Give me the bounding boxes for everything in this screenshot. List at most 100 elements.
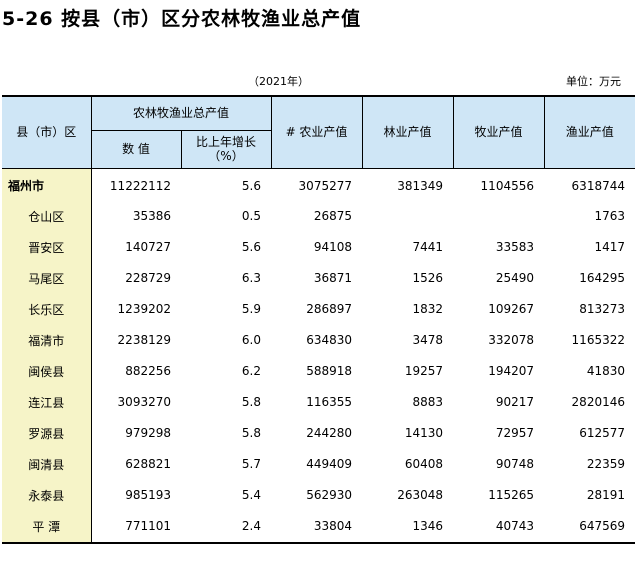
- cell-livestock: 115265: [488, 488, 534, 502]
- table-row: 晋安区 140727 5.6 94108 7441 33583 1417: [2, 231, 635, 263]
- cell-value: 628821: [125, 457, 171, 471]
- output-value-table: 县（市）区 农林牧渔业总产值 # 农业产值 林业产值 牧业产值 渔业产值 数 值…: [2, 95, 635, 544]
- cell-value: 771101: [125, 519, 171, 533]
- cell-forestry: 7441: [412, 240, 443, 254]
- cell-forestry: 263048: [397, 488, 443, 502]
- row-name: 罗源县: [2, 417, 92, 449]
- header-region: 县（市）区: [2, 95, 92, 169]
- cell-growth: 6.3: [241, 271, 261, 285]
- header-value: 数 值: [90, 129, 182, 169]
- cell-agri: 33804: [313, 519, 352, 533]
- cell-growth: 5.4: [241, 488, 261, 502]
- row-name: 福州市: [2, 168, 92, 201]
- cell-livestock: 72957: [495, 426, 534, 440]
- table-row: 福清市 2238129 6.0 634830 3478 332078 11653…: [2, 324, 635, 356]
- cell-livestock: 90217: [495, 395, 534, 409]
- cell-livestock: 109267: [488, 302, 534, 316]
- table-row: 闽清县 628821 5.7 449409 60408 90748 22359: [2, 448, 635, 480]
- cell-fishery: 1417: [594, 240, 625, 254]
- row-name: 永泰县: [2, 479, 92, 511]
- cell-value: 3093270: [117, 395, 171, 409]
- row-name: 晋安区: [2, 231, 92, 263]
- cell-livestock: 33583: [495, 240, 534, 254]
- cell-fishery: 647569: [579, 519, 625, 533]
- cell-agri: 562930: [306, 488, 352, 502]
- row-name: 马尾区: [2, 262, 92, 294]
- unit-note: 单位：万元: [566, 75, 621, 88]
- table-row: 马尾区 228729 6.3 36871 1526 25490 164295: [2, 262, 635, 294]
- cell-agri: 94108: [313, 240, 352, 254]
- table-row: 闽侯县 882256 6.2 588918 19257 194207 41830: [2, 355, 635, 387]
- cell-growth: 5.9: [241, 302, 261, 316]
- row-name: 长乐区: [2, 293, 92, 325]
- cell-forestry: 381349: [397, 178, 443, 193]
- year-note: （2021年）: [248, 75, 309, 88]
- cell-fishery: 22359: [586, 457, 625, 471]
- cell-growth: 5.6: [241, 178, 261, 193]
- cell-growth: 5.7: [241, 457, 261, 471]
- row-name: 连江县: [2, 386, 92, 418]
- cell-fishery: 2820146: [571, 395, 625, 409]
- cell-agri: 286897: [306, 302, 352, 316]
- table-row: 长乐区 1239202 5.9 286897 1832 109267 81327…: [2, 293, 635, 325]
- page-title: 5-26 按县（市）区分农林牧渔业总产值: [2, 8, 362, 30]
- cell-value: 979298: [125, 426, 171, 440]
- header-forestry: 林业产值: [361, 95, 454, 169]
- cell-fishery: 164295: [579, 271, 625, 285]
- cell-value: 11222112: [109, 178, 171, 193]
- cell-value: 1239202: [117, 302, 171, 316]
- cell-livestock: 40743: [495, 519, 534, 533]
- cell-livestock: [453, 201, 544, 232]
- cell-value: 35386: [132, 209, 171, 223]
- cell-growth: 6.2: [241, 364, 261, 378]
- row-name: 仓山区: [2, 200, 92, 232]
- cell-fishery: 6318744: [571, 178, 625, 193]
- header-growth: 比上年增长（%）: [180, 129, 272, 169]
- cell-forestry: 1526: [412, 271, 443, 285]
- cell-livestock: 90748: [495, 457, 534, 471]
- cell-value: 140727: [125, 240, 171, 254]
- row-name: 平 潭: [2, 510, 92, 543]
- header-livestock: 牧业产值: [452, 95, 545, 169]
- cell-agri: 26875: [313, 209, 352, 223]
- row-name: 闽清县: [2, 448, 92, 480]
- header-total-group: 农林牧渔业总产值: [90, 95, 272, 131]
- cell-agri: 36871: [313, 271, 352, 285]
- table-row: 罗源县 979298 5.8 244280 14130 72957 612577: [2, 417, 635, 449]
- table-row: 连江县 3093270 5.8 116355 8883 90217 282014…: [2, 386, 635, 418]
- table-row: 福州市 11222112 5.6 3075277 381349 1104556 …: [2, 168, 635, 201]
- cell-livestock: 194207: [488, 364, 534, 378]
- header-agri: # 农业产值: [270, 95, 363, 169]
- row-name: 闽侯县: [2, 355, 92, 387]
- cell-forestry: 14130: [404, 426, 443, 440]
- table-row: 永泰县 985193 5.4 562930 263048 115265 2819…: [2, 479, 635, 511]
- cell-growth: 0.5: [241, 209, 261, 223]
- header-fishery: 渔业产值: [543, 95, 635, 169]
- cell-agri: 588918: [306, 364, 352, 378]
- cell-forestry: 19257: [404, 364, 443, 378]
- cell-forestry: 1346: [412, 519, 443, 533]
- table-row: 平 潭 771101 2.4 33804 1346 40743 647569: [2, 510, 635, 543]
- cell-forestry: 8883: [412, 395, 443, 409]
- cell-livestock: 332078: [488, 333, 534, 347]
- cell-growth: 5.8: [241, 426, 261, 440]
- cell-livestock: 25490: [495, 271, 534, 285]
- cell-forestry: [362, 201, 453, 232]
- cell-fishery: 1763: [594, 209, 625, 223]
- cell-growth: 6.0: [241, 333, 261, 347]
- cell-agri: 449409: [306, 457, 352, 471]
- row-name: 福清市: [2, 324, 92, 356]
- cell-value: 985193: [125, 488, 171, 502]
- cell-value: 2238129: [117, 333, 171, 347]
- cell-forestry: 60408: [404, 457, 443, 471]
- cell-agri: 3075277: [298, 178, 352, 193]
- cell-forestry: 1832: [412, 302, 443, 316]
- cell-fishery: 813273: [579, 302, 625, 316]
- cell-livestock: 1104556: [480, 178, 534, 193]
- cell-agri: 244280: [306, 426, 352, 440]
- table-row: 仓山区 35386 0.5 26875 1763: [2, 200, 635, 232]
- cell-value: 228729: [125, 271, 171, 285]
- cell-fishery: 28191: [586, 488, 625, 502]
- cell-forestry: 3478: [412, 333, 443, 347]
- cell-agri: 634830: [306, 333, 352, 347]
